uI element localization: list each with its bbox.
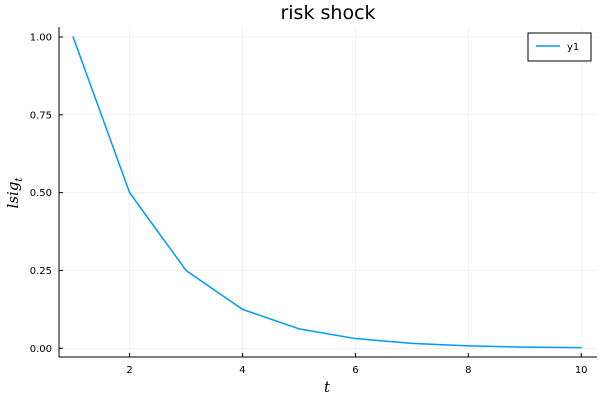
y-tick-label-1: 0.25 [30,266,52,277]
y-tick-label-0: 0.00 [30,344,52,355]
y-axis-label: lsigt [4,177,25,209]
x-tick-label-1: 4 [239,365,245,376]
x-tick-label-4: 10 [575,365,588,376]
y-tick-label-2: 0.50 [30,188,52,199]
y-tick-label-4: 1.00 [30,32,52,43]
ticks: 2 4 6 8 10 0.00 0.25 0.50 0.75 1.00 [30,32,588,376]
series-line-y1 [72,36,582,349]
x-tick-label-3: 8 [465,365,471,376]
legend: y1 [527,32,592,62]
y-axis-label-main: lsig [4,182,22,209]
axes [58,27,597,358]
series-layer [72,36,582,349]
chart-title: risk shock [280,2,375,24]
legend-label-y1: y1 [567,42,579,53]
y-axis-label-subscript: t [14,177,25,182]
grid [59,27,597,357]
legend-box [527,32,592,62]
x-tick-label-0: 2 [126,365,132,376]
svg-text:lsigt: lsigt [4,177,25,209]
x-tick-label-2: 6 [352,365,358,376]
y-tick-label-3: 0.75 [30,110,52,121]
x-axis-label: t [324,378,331,396]
